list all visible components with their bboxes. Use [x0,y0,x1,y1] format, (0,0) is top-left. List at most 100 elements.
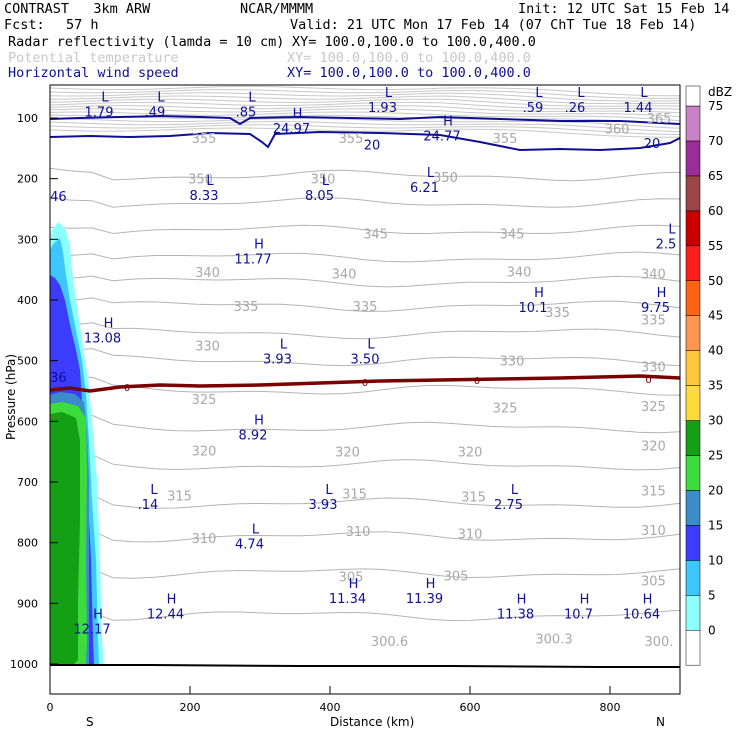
colorbar-swatch [685,525,701,561]
colorbar-level-label: 50 [708,274,723,288]
extremum-value: 3.93 [263,353,292,368]
colorbar-level-label: 35 [708,379,723,393]
colorbar-unit: dBZ [708,85,732,99]
colorbar-level-label: 55 [708,239,723,253]
extremum-marker: L [511,483,519,498]
theta-label: 350 [311,173,336,188]
colorbar-level-label: 40 [708,344,723,358]
extremum-marker: L [248,91,256,106]
theta-label: 310 [192,532,217,547]
colorbar-level-label: 45 [708,309,723,323]
extremum-value: 11.77 [234,253,271,268]
theta-label: 315 [342,488,367,503]
extremum-marker: L [280,338,288,353]
x-end-label-left: S [86,715,94,729]
theta-contour-line [50,196,680,208]
extremum-marker: H [426,577,436,592]
extremum-marker: L [322,174,330,189]
extremum-marker: H [349,577,359,592]
theta-label: 320 [192,444,217,459]
extremum-value: 6.21 [410,181,439,196]
upper-theta-line [50,114,680,126]
upper-theta-line [50,121,680,133]
fcst-value: 57 h [66,17,99,33]
theta-contour-line [50,348,680,367]
colorbar-swatch [685,455,701,491]
extremum-value: 12.44 [147,607,184,622]
field-xy-reflectivity: XY= 100.0,100.0 to 100.0,400.0 [292,34,536,50]
upper-theta-line [50,117,680,129]
valid-time: Valid: 21 UTC Mon 17 Feb 14 (07 ChT Tue … [290,17,697,33]
extremum-value: 10.7 [564,607,593,622]
colorbar-swatch [685,420,701,456]
isotach-label: 0 [124,383,130,394]
extremum-value: 1.44 [624,101,653,116]
colorbar-swatch [685,560,701,596]
y-tick-label: 600 [17,415,38,428]
extremum-marker: H [254,238,264,253]
extremum-marker: L [367,338,375,353]
isotach-20-upper [50,114,680,126]
extremum-marker: H [167,592,177,607]
y-tick-label: 400 [17,294,38,307]
theta-label: 335 [641,313,666,328]
field-xy-wind: XY= 100.0,100.0 to 100.0,400.0 [287,65,531,81]
theta-contour-line [50,609,680,622]
extremum-value: 2.75 [494,498,523,513]
extremum-value: .14 [138,498,159,513]
y-tick-label: 900 [17,597,38,610]
extremum-value: 46 [50,190,67,205]
theta-label: 360 [605,122,630,137]
theta-label: 300.6 [371,635,408,650]
theta-label: 325 [641,400,666,415]
isotach-label: 0 [474,376,480,387]
theta-contour-line [50,275,680,288]
x-axis-label: Distance (km) [330,715,414,729]
theta-label: 340 [641,267,666,282]
isotach-label: 20 [644,137,661,152]
upper-theta-line [50,105,680,114]
extremum-value: 13.08 [84,331,121,346]
theta-contour-line [50,453,680,471]
theta-label: 310 [641,524,666,539]
colorbar-swatch [685,595,701,631]
extremum-marker: H [293,107,303,122]
colorbar-level-label: 5 [708,588,716,602]
upper-theta-line [50,108,680,118]
org-label: NCAR/MMMM [240,1,314,17]
upper-theta-line [50,92,680,102]
theta-labels: 355 355 355 360 365 350 350 350 345 345 340 340 340 3… [167,112,673,650]
colorbar-level-label: 30 [708,414,723,428]
terrain-line [50,664,680,668]
theta-label: 305 [641,574,666,589]
field-name-theta: Potential temperature [8,50,179,66]
colorbar-level-label: 70 [708,134,723,148]
x-tick-label: 200 [180,701,201,714]
x-tick-label: 0 [47,701,54,714]
theta-label: 335 [234,300,259,315]
colorbar-level-label: 15 [708,518,723,532]
field-name-reflectivity: Radar reflectivity (lamda = 10 cm) [8,34,285,50]
colorbar-swatch-empty [685,630,701,666]
colorbar-swatch [685,175,701,212]
theta-label: 355 [192,132,217,147]
theta-label: 315 [641,484,666,499]
extremum-value: 1.79 [85,106,114,121]
isotach-label: 0 [645,375,651,386]
theta-label: 320 [335,446,360,461]
upper-theta-line [50,127,680,138]
colorbar-level-label: 20 [708,483,723,497]
theta-label: 345 [500,227,525,242]
colorbar: 0 5 10 15 20 25 30 35 40 45 50 55 60 65 70 75 [685,85,723,666]
upper-theta-line [50,95,680,105]
colorbar-swatch [685,315,701,351]
upper-theta-band [50,85,680,138]
extremum-value: 3.50 [351,353,380,368]
upper-theta-line [50,124,680,135]
extremum-marker: L [535,86,543,101]
extremum-value: .59 [523,101,544,116]
field-name-wind: Horizontal wind speed [8,65,179,81]
extremum-marker: H [104,316,114,331]
colorbar-swatch [685,210,701,247]
extremum-marker: H [580,592,590,607]
